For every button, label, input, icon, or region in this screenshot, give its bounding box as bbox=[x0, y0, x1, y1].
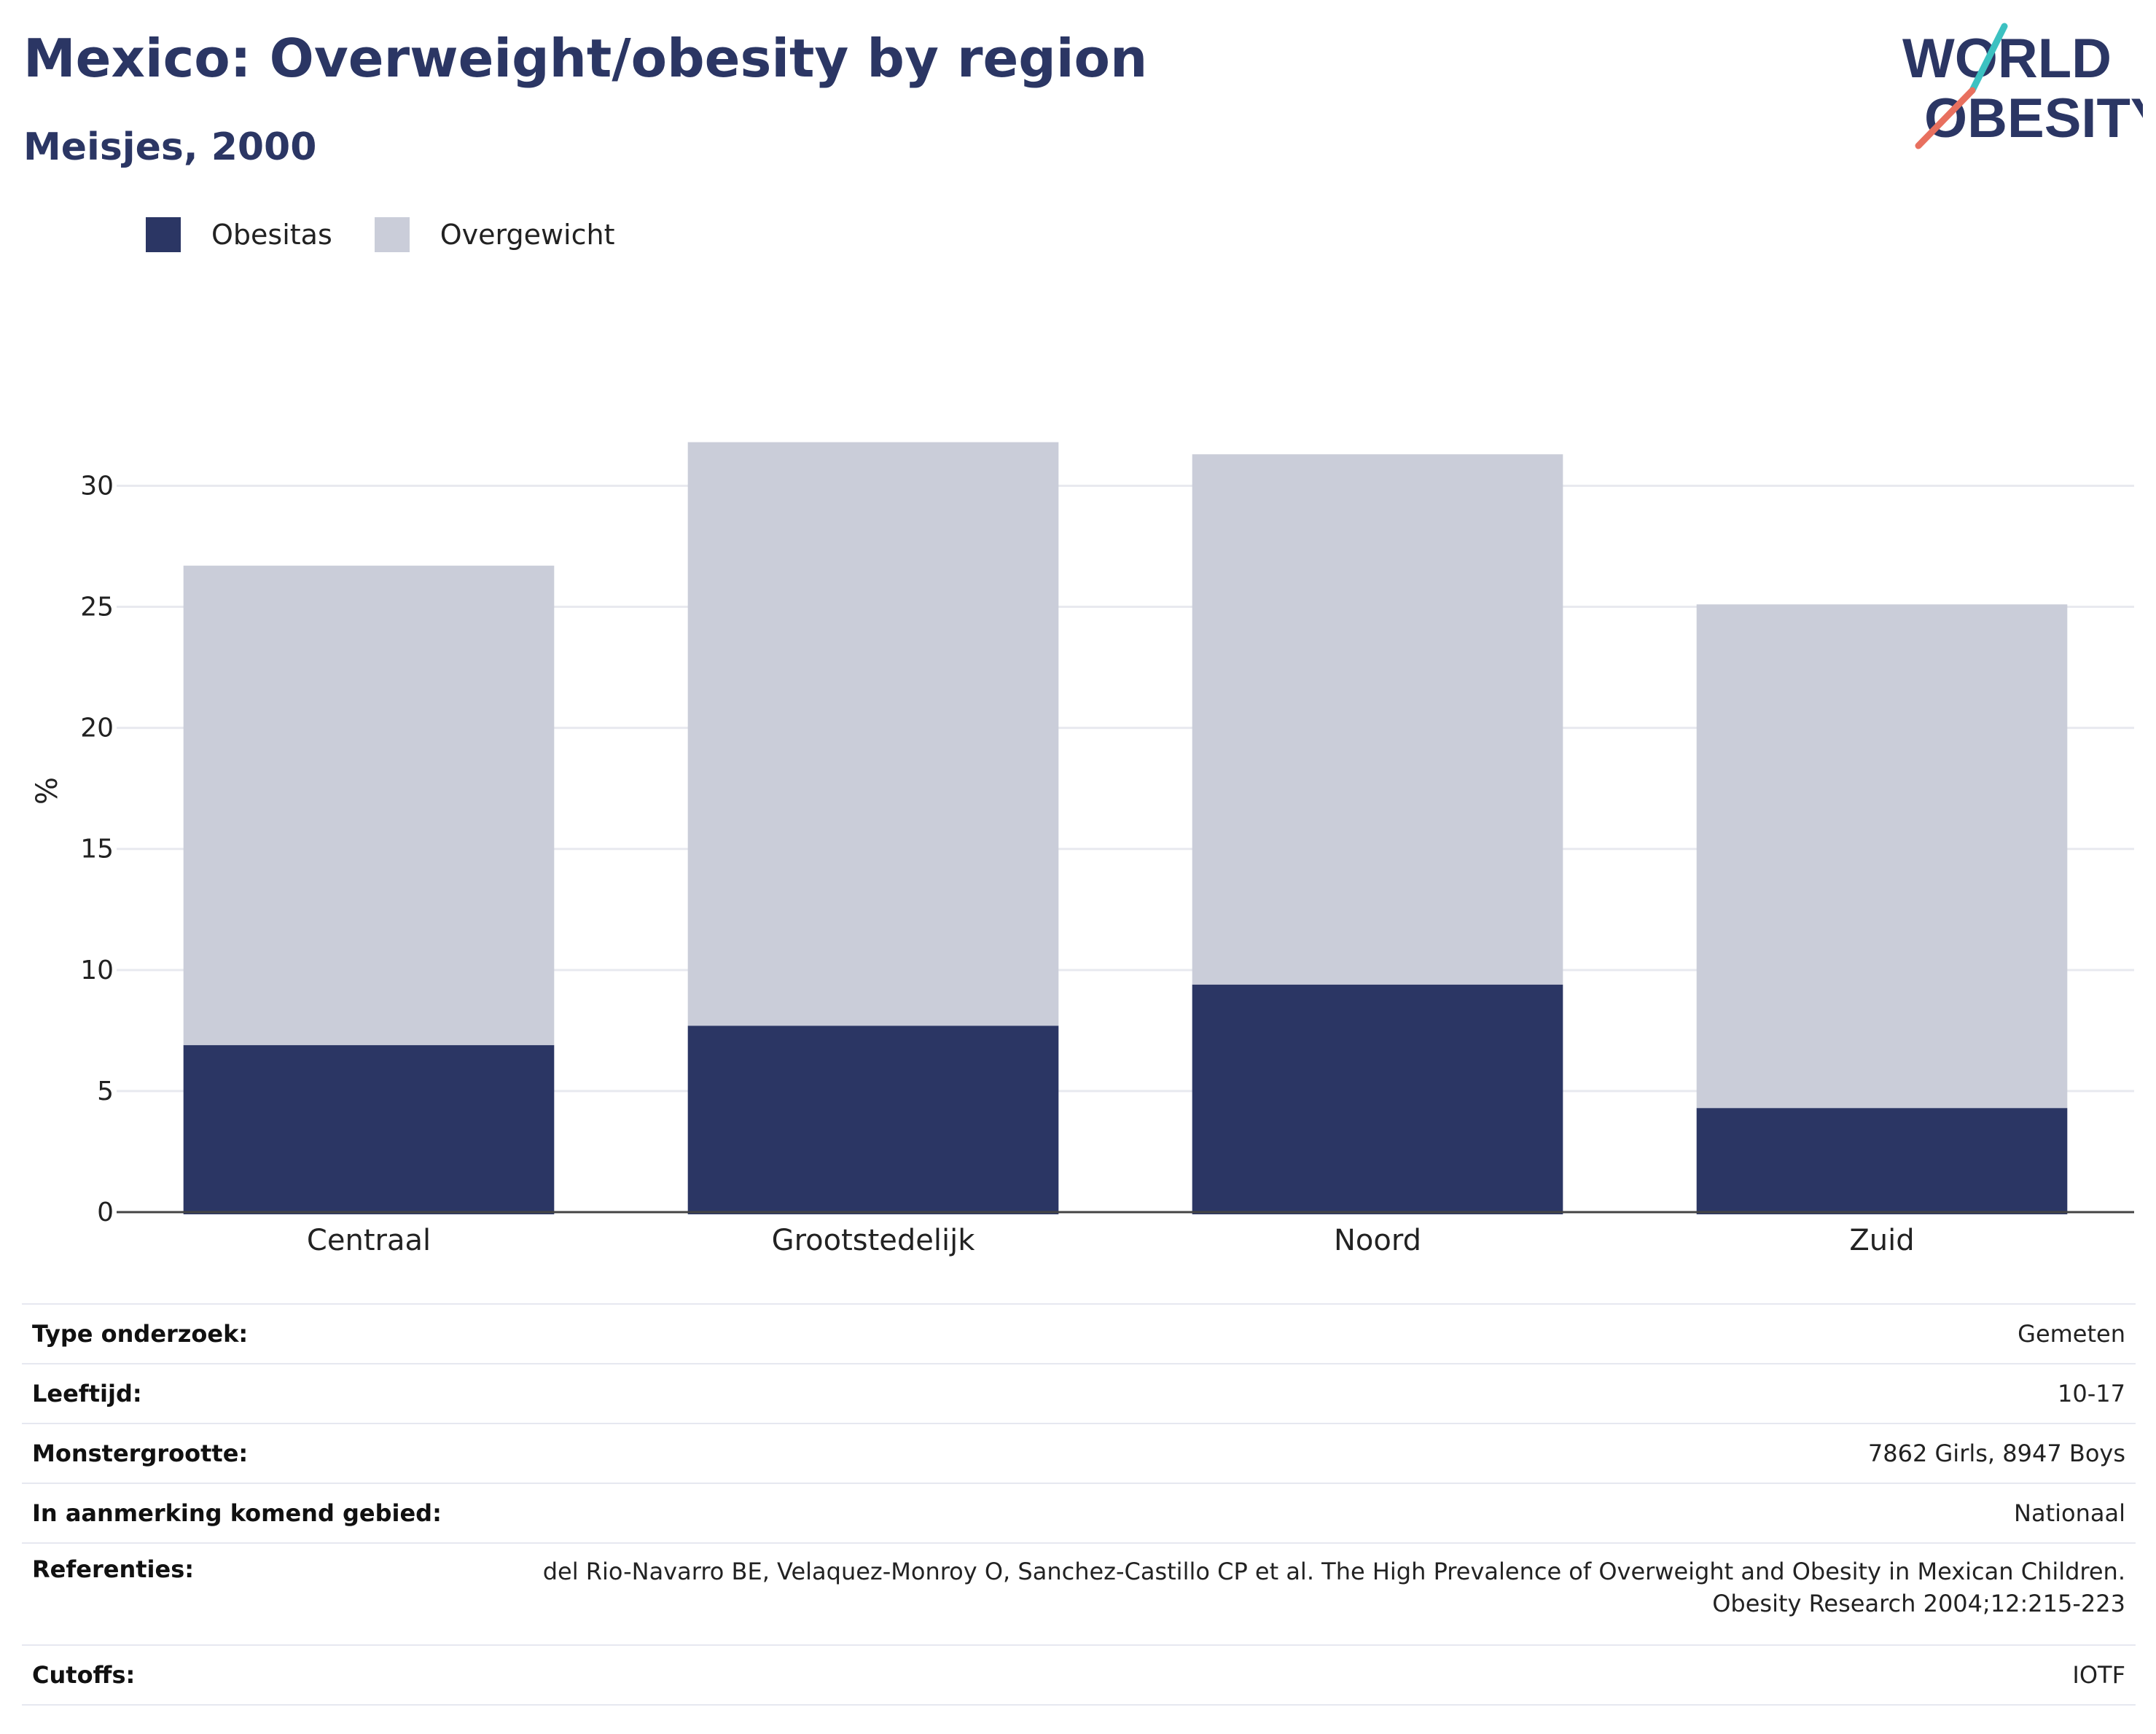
legend-label-overgewicht: Overgewicht bbox=[440, 219, 615, 251]
info-value: del Rio-Navarro BE, Velaquez-Monroy O, S… bbox=[480, 1542, 2136, 1645]
chart-title: Mexico: Overweight/obesity by region bbox=[23, 28, 1148, 89]
bar-obesitas-zuid[interactable] bbox=[1696, 1108, 2068, 1214]
legend-item-overgewicht[interactable]: Overgewicht bbox=[374, 217, 615, 252]
bar-obesitas-noord[interactable] bbox=[1192, 984, 1563, 1214]
info-value: Gemeten bbox=[480, 1303, 2136, 1364]
y-tick-label: 15 bbox=[80, 835, 114, 864]
bar-obesitas-centraal[interactable] bbox=[183, 1044, 555, 1214]
y-tick-label: 5 bbox=[97, 1077, 114, 1106]
logo-text-obesity: OBESITY bbox=[1924, 87, 2143, 149]
bar-group bbox=[183, 442, 2068, 1214]
info-key: Type onderzoek: bbox=[22, 1303, 480, 1364]
info-value: Nationaal bbox=[480, 1483, 2136, 1543]
x-tick-label: Noord bbox=[1334, 1224, 1421, 1257]
info-row: Referenties: del Rio-Navarro BE, Velaque… bbox=[22, 1542, 2136, 1645]
info-key: Monstergrootte: bbox=[22, 1423, 480, 1483]
chart-subtitle: Meisjes, 2000 bbox=[23, 125, 317, 169]
x-tick-label: Zuid bbox=[1849, 1224, 1914, 1257]
logo-slash-coral bbox=[1915, 87, 1976, 149]
info-row: Type onderzoek: Gemeten bbox=[22, 1303, 2136, 1364]
bar-obesitas-grootstedelijk[interactable] bbox=[687, 1026, 1059, 1214]
bar-overgewicht-grootstedelijk[interactable] bbox=[687, 442, 1059, 1026]
info-value: IOTF bbox=[480, 1644, 2136, 1706]
x-tick-label: Grootstedelijk bbox=[772, 1224, 976, 1257]
world-obesity-logo: WORLD OBESITY bbox=[1902, 23, 2143, 149]
info-row: Leeftijd: 10-17 bbox=[22, 1363, 2136, 1423]
info-row: In aanmerking komend gebied: Nationaal bbox=[22, 1483, 2136, 1543]
info-table: Type onderzoek: Gemeten Leeftijd: 10-17 … bbox=[22, 1303, 2136, 1706]
legend-item-obesitas[interactable]: Obesitas bbox=[146, 217, 332, 252]
y-tick-label: 0 bbox=[97, 1198, 114, 1227]
logo-slash-teal bbox=[1969, 23, 2008, 94]
info-row: Cutoffs: IOTF bbox=[22, 1644, 2136, 1706]
y-axis-title: % bbox=[31, 777, 64, 805]
y-tick-label: 10 bbox=[80, 956, 114, 985]
bar-chart: 0 5 10 15 20 25 30 Centraal Grootstedelijk Noord… bbox=[31, 442, 2134, 1257]
chart-legend: Obesitas Overgewicht bbox=[146, 217, 657, 252]
info-key: Referenties: bbox=[22, 1542, 480, 1645]
info-key: In aanmerking komend gebied: bbox=[22, 1483, 480, 1543]
y-tick-label: 30 bbox=[80, 471, 114, 501]
legend-label-obesitas: Obesitas bbox=[211, 219, 332, 251]
info-row: Monstergrootte: 7862 Girls, 8947 Boys bbox=[22, 1423, 2136, 1483]
logo-text-world: WORLD bbox=[1902, 28, 2112, 90]
info-key: Cutoffs: bbox=[22, 1644, 480, 1706]
legend-swatch-obesitas bbox=[146, 217, 181, 252]
bar-overgewicht-centraal[interactable] bbox=[183, 566, 555, 1045]
x-axis-labels: Centraal Grootstedelijk Noord Zuid bbox=[307, 1224, 1915, 1257]
y-tick-label: 20 bbox=[80, 714, 114, 743]
info-value: 10-17 bbox=[480, 1363, 2136, 1423]
x-tick-label: Centraal bbox=[307, 1224, 431, 1257]
y-axis-ticks: 0 5 10 15 20 25 30 bbox=[80, 471, 114, 1227]
y-tick-label: 25 bbox=[80, 593, 114, 622]
bar-overgewicht-zuid[interactable] bbox=[1696, 604, 2068, 1109]
info-value: 7862 Girls, 8947 Boys bbox=[480, 1423, 2136, 1483]
info-key: Leeftijd: bbox=[22, 1363, 480, 1423]
bar-overgewicht-noord[interactable] bbox=[1192, 454, 1563, 985]
legend-swatch-overgewicht bbox=[374, 217, 410, 252]
